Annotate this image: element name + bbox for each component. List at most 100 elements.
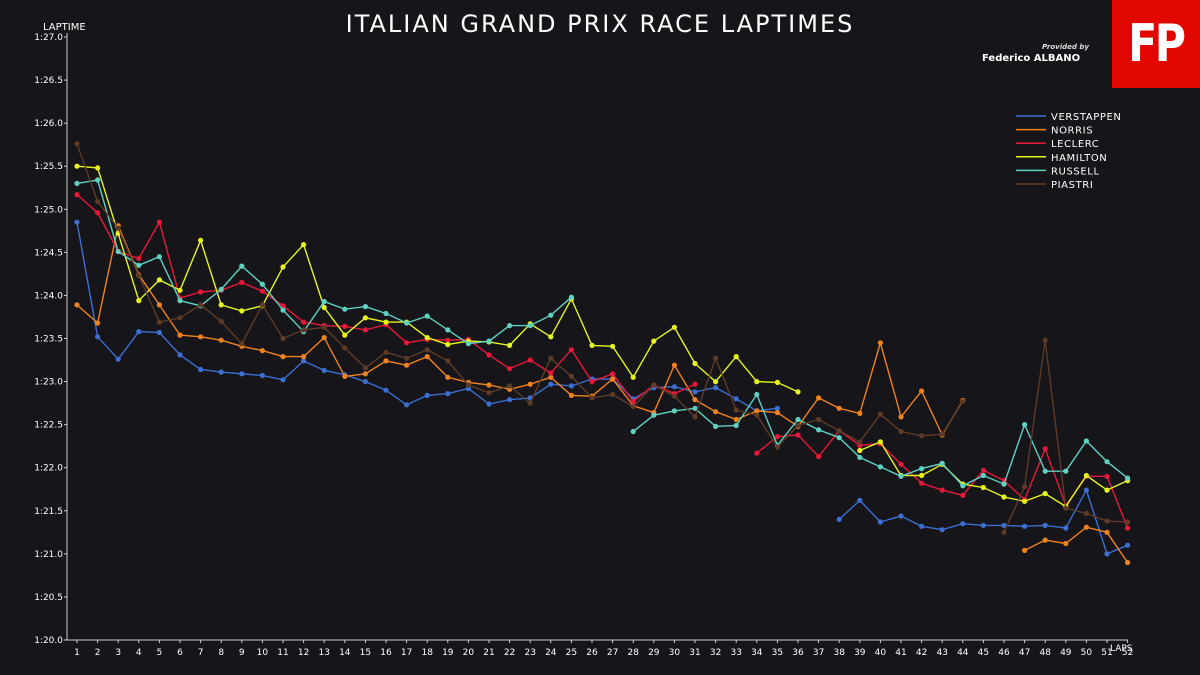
data-point <box>795 422 801 429</box>
x-tick-label: 12 <box>298 648 309 658</box>
x-tick-label: 50 <box>1081 648 1093 658</box>
data-point <box>115 248 121 255</box>
data-point <box>939 527 945 533</box>
data-point <box>1083 510 1089 516</box>
data-point <box>404 355 410 361</box>
series-line <box>76 223 964 437</box>
data-point <box>733 407 739 413</box>
data-point <box>692 389 698 395</box>
data-point <box>1104 487 1110 493</box>
x-tick-label: 46 <box>998 648 1010 658</box>
data-point <box>754 379 760 385</box>
data-point <box>259 348 265 354</box>
x-tick-label: 19 <box>442 648 454 658</box>
axes: 1:20.0 1:20.5 1:21.0 1:21.5 1:22.0 1:22.5 1:23… <box>34 33 1133 658</box>
data-point <box>259 372 265 379</box>
data-point <box>218 337 224 343</box>
x-tick-label: 7 <box>198 648 204 658</box>
data-point <box>177 287 183 293</box>
data-point <box>218 369 224 375</box>
y-tick-label: 1:26.5 <box>34 76 63 86</box>
x-tick-label: 24 <box>545 648 557 658</box>
data-point <box>960 492 966 498</box>
data-point <box>362 327 368 333</box>
x-tick-label: 6 <box>177 648 183 658</box>
data-point <box>568 347 575 353</box>
logo-text: FP <box>1128 14 1186 74</box>
data-point <box>527 400 533 406</box>
data-point <box>301 327 307 333</box>
data-point <box>713 355 719 361</box>
series-line <box>1003 340 1128 533</box>
y-tick-label: 1:22.5 <box>34 421 63 431</box>
data-point <box>404 402 410 408</box>
x-tick-label: 47 <box>1019 648 1030 658</box>
data-point <box>651 338 657 344</box>
data-point <box>95 177 101 183</box>
data-point <box>610 391 616 398</box>
data-point <box>651 412 657 418</box>
x-tick-label: 44 <box>957 648 969 658</box>
data-point <box>1125 525 1131 531</box>
data-point <box>115 356 121 362</box>
series-line <box>76 143 964 449</box>
data-point <box>95 334 101 340</box>
data-point <box>1083 438 1089 444</box>
data-point <box>610 343 616 349</box>
fp-logo: FP <box>1112 0 1200 88</box>
data-point <box>115 225 121 231</box>
data-point <box>898 473 904 479</box>
data-point <box>362 315 368 321</box>
series-line <box>76 179 572 345</box>
data-point <box>74 163 80 169</box>
data-point <box>362 379 368 385</box>
data-point <box>816 395 822 401</box>
x-tick-label: 29 <box>648 648 660 658</box>
y-tick-label: 1:20.0 <box>34 636 63 646</box>
x-tick-label: 36 <box>792 648 804 658</box>
x-tick-label: 31 <box>689 648 700 658</box>
series-leclerc <box>74 192 1131 531</box>
data-point <box>980 467 987 473</box>
data-point <box>1104 459 1110 465</box>
data-point <box>136 329 142 335</box>
data-point <box>754 450 760 456</box>
data-point <box>198 237 204 243</box>
data-point <box>1042 522 1048 529</box>
data-point <box>321 324 327 330</box>
data-point <box>692 381 698 387</box>
data-point <box>630 398 636 404</box>
x-tick-label: 48 <box>1039 648 1051 658</box>
data-point <box>898 428 904 435</box>
x-tick-label: 40 <box>875 648 887 658</box>
data-point <box>713 423 719 429</box>
data-point <box>836 428 842 434</box>
y-tick-label: 1:24.5 <box>34 248 63 258</box>
data-point <box>589 395 595 401</box>
data-point <box>136 255 142 261</box>
data-point <box>857 447 863 454</box>
data-point <box>795 416 801 423</box>
data-point <box>1063 468 1069 474</box>
x-tick-label: 15 <box>360 648 371 658</box>
data-point <box>342 345 348 351</box>
data-point <box>445 341 451 348</box>
x-tick-label: 41 <box>895 648 906 658</box>
x-tick-label: 21 <box>483 648 494 658</box>
data-point <box>857 439 863 445</box>
data-point <box>280 377 286 383</box>
data-point <box>1083 524 1089 530</box>
x-tick-label: 23 <box>524 648 535 658</box>
data-point <box>836 405 842 411</box>
x-tick-label: 34 <box>751 648 763 658</box>
data-point <box>321 298 327 305</box>
data-point <box>404 362 410 368</box>
data-point <box>136 262 142 268</box>
data-point <box>156 277 162 283</box>
author-credit: Federico ALBANO <box>982 53 1081 64</box>
data-point <box>177 352 183 358</box>
x-tick-label: 4 <box>136 648 142 658</box>
x-tick-label: 43 <box>936 648 947 658</box>
data-point <box>589 379 595 385</box>
